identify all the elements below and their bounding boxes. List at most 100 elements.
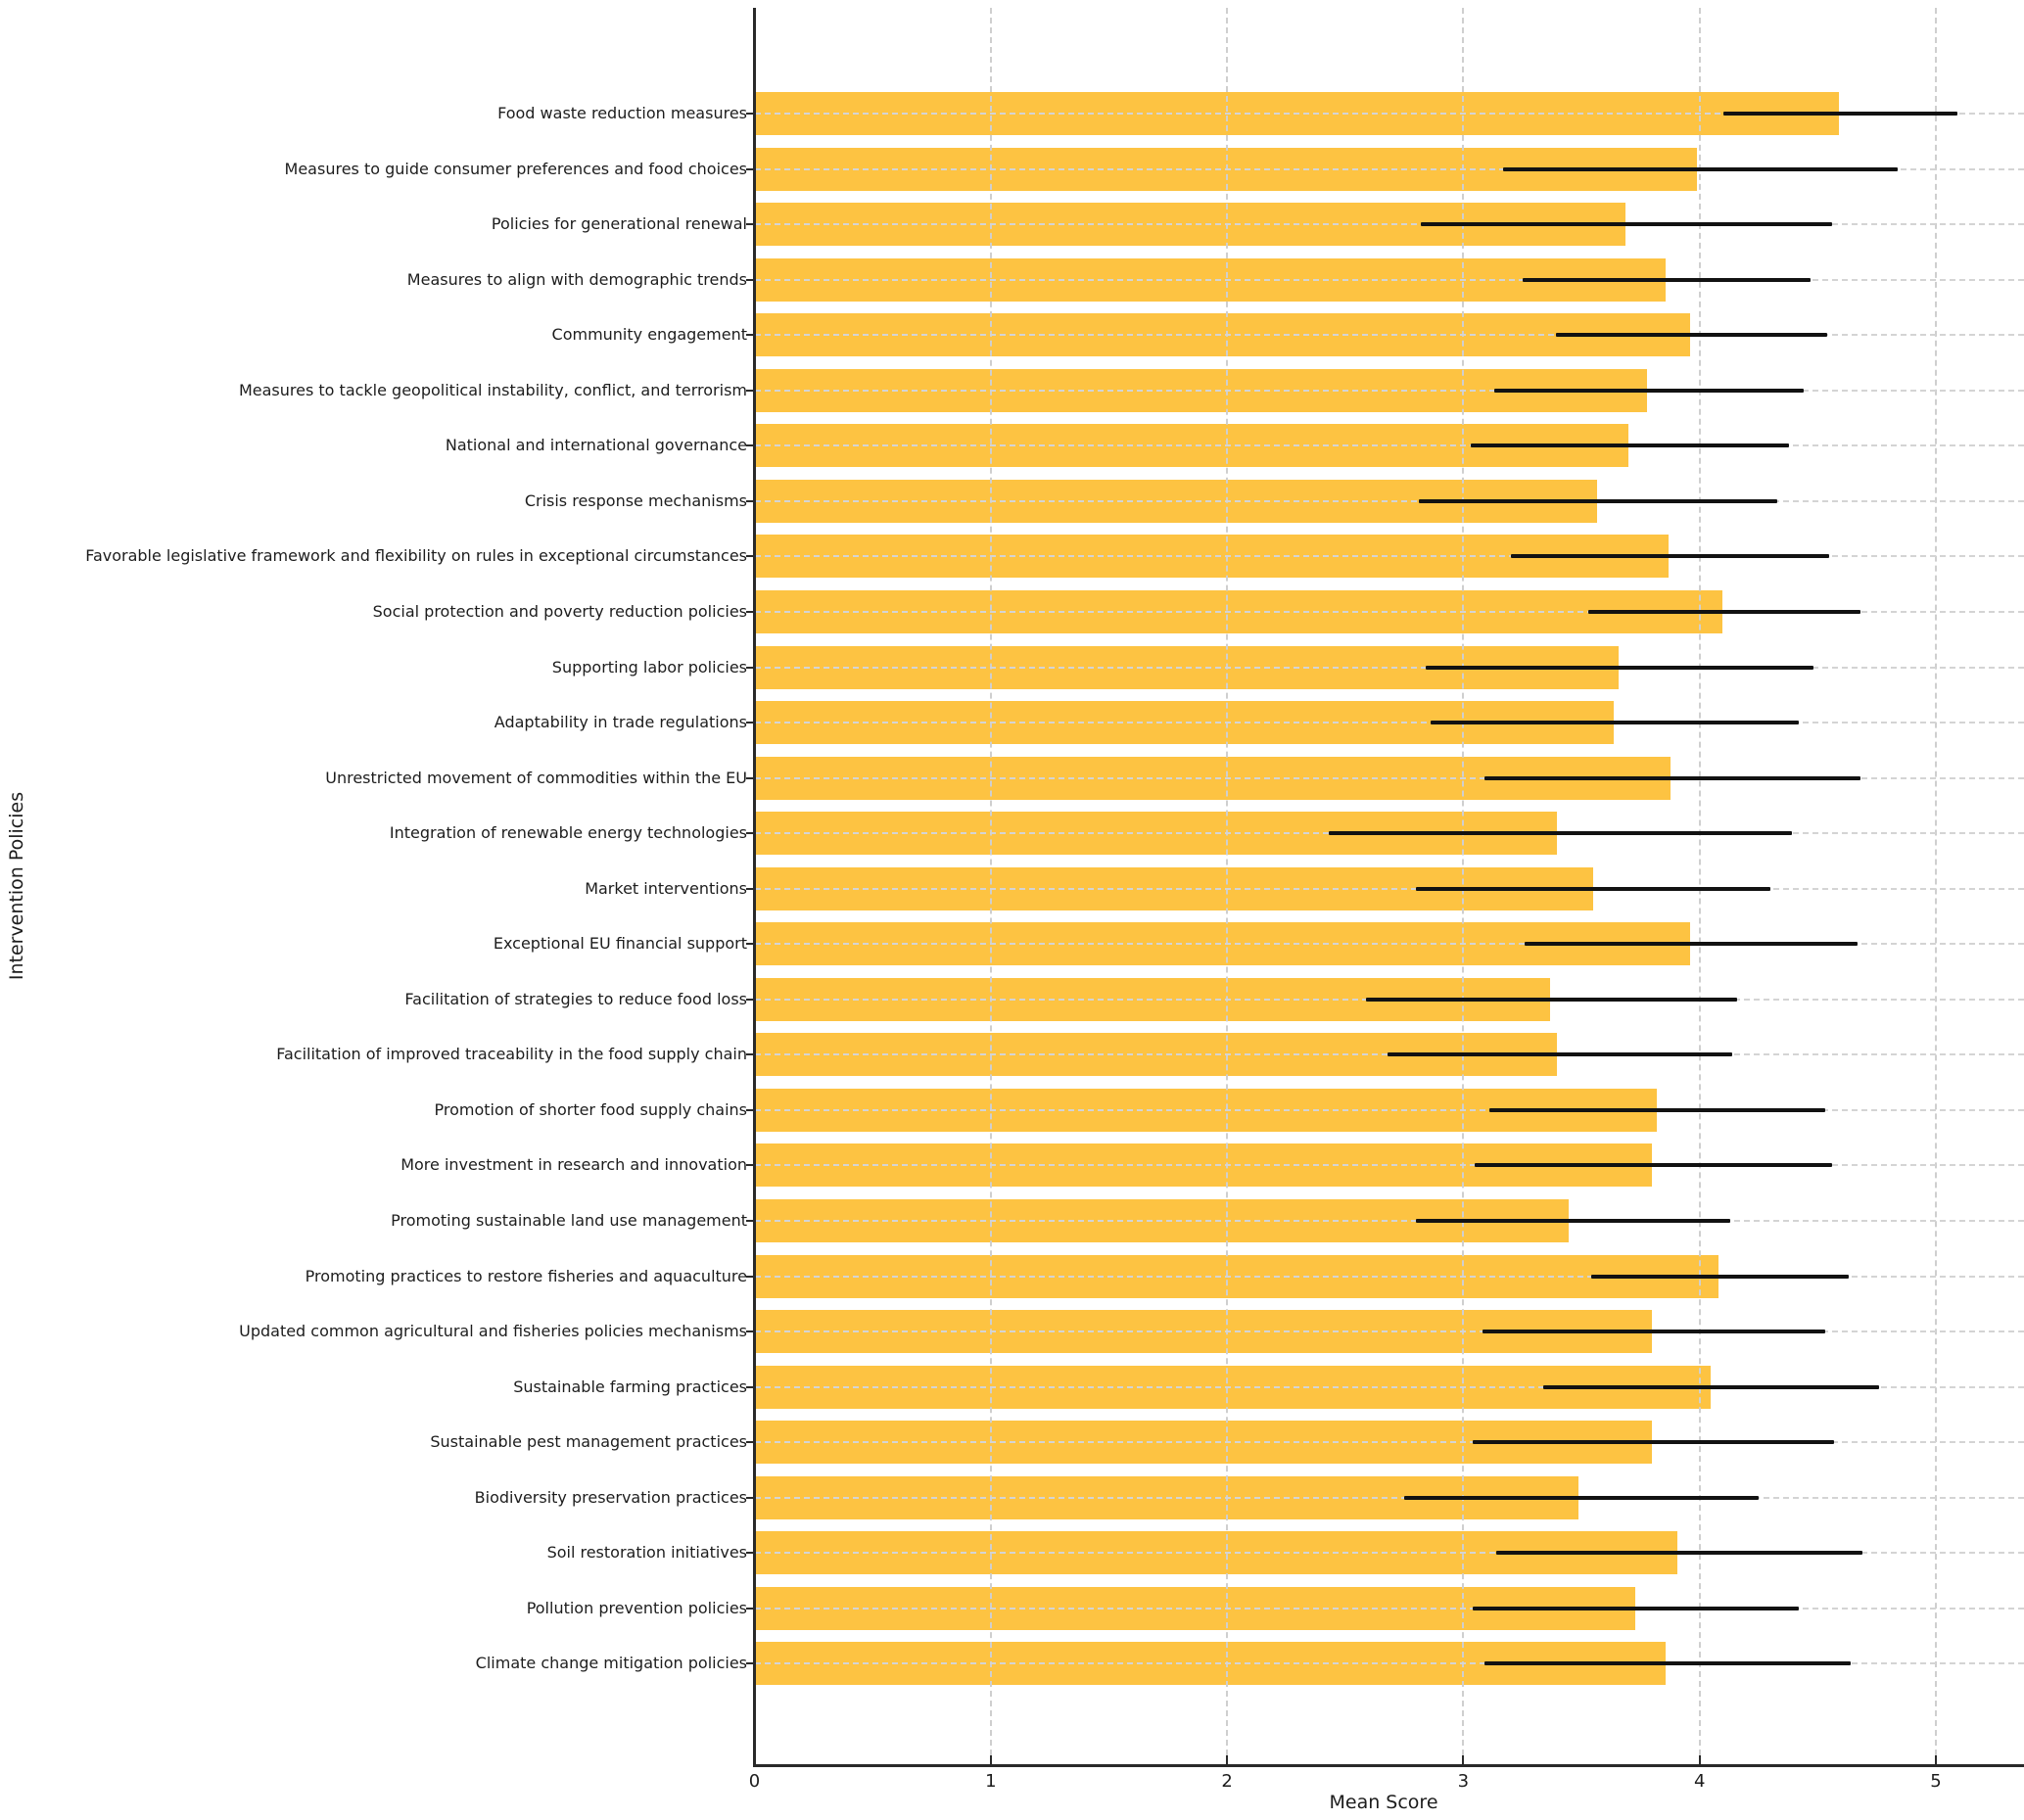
x-tick-label: 0 bbox=[748, 1771, 761, 1792]
category-label: National and international governance bbox=[445, 436, 747, 455]
category-label: Promoting sustainable land use managemen… bbox=[391, 1211, 747, 1230]
category-label: Measures to tackle geopolitical instabil… bbox=[238, 380, 747, 399]
error-bar bbox=[1588, 609, 1860, 614]
category-label: Sustainable farming practices bbox=[513, 1377, 747, 1396]
error-bar bbox=[1493, 388, 1804, 393]
category-label: Food waste reduction measures bbox=[497, 104, 747, 122]
horizontal-gridline bbox=[755, 223, 2024, 226]
horizontal-gridline bbox=[755, 113, 2024, 115]
category-label: Community engagement bbox=[551, 325, 747, 345]
vertical-gridline bbox=[1698, 8, 1701, 1765]
x-tick-label: 5 bbox=[1930, 1771, 1942, 1792]
category-label: Adaptability in trade regulations bbox=[494, 713, 747, 732]
horizontal-gridline bbox=[755, 776, 2024, 779]
error-bar bbox=[1503, 166, 1899, 171]
y-tick bbox=[746, 943, 754, 946]
x-tick bbox=[989, 1755, 992, 1765]
category-label: Climate change mitigation policies bbox=[475, 1654, 747, 1673]
category-label: Biodiversity preservation practices bbox=[474, 1487, 747, 1507]
error-bar bbox=[1418, 498, 1778, 503]
category-label: Sustainable pest management practices bbox=[430, 1432, 747, 1452]
y-tick bbox=[746, 113, 754, 115]
error-bar bbox=[1420, 222, 1832, 227]
horizontal-gridline bbox=[755, 722, 2024, 724]
category-label: Soil restoration initiatives bbox=[546, 1543, 747, 1563]
y-tick bbox=[746, 1385, 754, 1388]
error-bar bbox=[1388, 1052, 1733, 1057]
x-axis-label: Mean Score bbox=[1329, 1792, 1438, 1813]
x-tick bbox=[1462, 1755, 1465, 1765]
horizontal-gridline bbox=[755, 1330, 2024, 1333]
error-bar bbox=[1475, 1163, 1832, 1168]
y-tick bbox=[746, 887, 754, 890]
error-bar bbox=[1470, 443, 1790, 448]
y-tick bbox=[746, 334, 754, 337]
error-bar bbox=[1555, 333, 1827, 338]
category-label: Measures to align with demographic trend… bbox=[406, 269, 747, 289]
category-label: Facilitation of improved traceability in… bbox=[276, 1045, 747, 1064]
y-tick bbox=[746, 998, 754, 1001]
horizontal-gridline bbox=[755, 1220, 2024, 1222]
y-tick bbox=[746, 776, 754, 779]
category-label: Social protection and poverty reduction … bbox=[372, 601, 747, 621]
y-tick bbox=[746, 1275, 754, 1278]
horizontal-gridline bbox=[755, 499, 2024, 502]
category-label: Promotion of shorter food supply chains bbox=[434, 1099, 747, 1119]
category-label: Supporting labor policies bbox=[551, 657, 747, 677]
x-tick bbox=[1226, 1755, 1229, 1765]
horizontal-gridline bbox=[755, 1552, 2024, 1555]
y-tick bbox=[746, 1053, 754, 1056]
error-bar bbox=[1496, 1551, 1863, 1556]
error-bar bbox=[1425, 665, 1813, 670]
category-label: Pollution prevention policies bbox=[526, 1598, 747, 1617]
y-tick bbox=[746, 1164, 754, 1167]
bottom-spine bbox=[753, 1764, 2024, 1767]
y-tick bbox=[746, 610, 754, 613]
y-tick bbox=[746, 499, 754, 502]
y-tick bbox=[746, 1496, 754, 1499]
category-label: Integration of renewable energy technolo… bbox=[389, 823, 747, 843]
vertical-gridline bbox=[1226, 8, 1229, 1765]
vertical-gridline bbox=[1462, 8, 1465, 1765]
horizontal-gridline bbox=[755, 1275, 2024, 1278]
horizontal-gridline bbox=[755, 610, 2024, 613]
category-label: Promoting practices to restore fisheries… bbox=[305, 1266, 747, 1285]
horizontal-gridline bbox=[755, 1164, 2024, 1167]
error-bar bbox=[1366, 997, 1738, 1002]
error-bar bbox=[1328, 831, 1792, 836]
y-tick bbox=[746, 444, 754, 447]
horizontal-gridline bbox=[755, 1441, 2024, 1444]
x-tick bbox=[1935, 1755, 1937, 1765]
horizontal-gridline bbox=[755, 389, 2024, 392]
y-tick bbox=[746, 1330, 754, 1333]
error-bar bbox=[1722, 112, 1957, 116]
x-tick-label: 3 bbox=[1457, 1771, 1470, 1792]
horizontal-gridline bbox=[755, 1662, 2024, 1665]
horizontal-gridline bbox=[755, 666, 2024, 669]
error-bar bbox=[1473, 1606, 1800, 1610]
y-tick bbox=[746, 555, 754, 558]
error-bar bbox=[1404, 1495, 1759, 1500]
category-label: Updated common agricultural and fisherie… bbox=[239, 1322, 747, 1341]
horizontal-gridline bbox=[755, 943, 2024, 946]
horizontal-gridline bbox=[755, 167, 2024, 170]
y-tick bbox=[746, 1552, 754, 1555]
y-tick bbox=[746, 1441, 754, 1444]
x-tick-label: 1 bbox=[985, 1771, 997, 1792]
error-bar bbox=[1510, 554, 1830, 559]
error-bar bbox=[1430, 721, 1800, 725]
y-tick bbox=[746, 389, 754, 392]
y-tick bbox=[746, 167, 754, 170]
error-bar bbox=[1488, 1107, 1825, 1112]
error-bar bbox=[1416, 1219, 1731, 1223]
category-label: Facilitation of strategies to reduce foo… bbox=[404, 989, 747, 1008]
error-bar bbox=[1590, 1274, 1849, 1279]
error-bar bbox=[1484, 1661, 1852, 1666]
y-tick bbox=[746, 1108, 754, 1111]
category-label: Policies for generational renewal bbox=[491, 214, 747, 234]
category-label: Favorable legislative framework and flex… bbox=[85, 546, 747, 566]
error-bar bbox=[1484, 775, 1860, 780]
horizontal-gridline bbox=[755, 1108, 2024, 1111]
